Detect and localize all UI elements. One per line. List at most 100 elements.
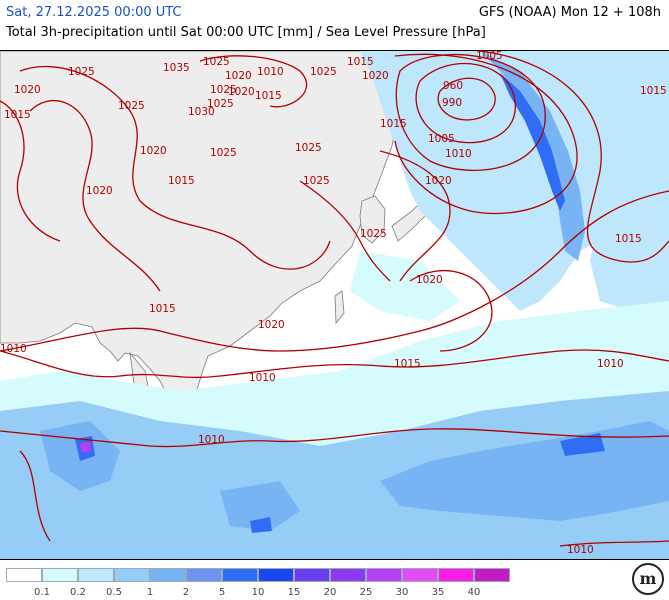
isobar-label: 1025 — [118, 100, 145, 112]
isobar-label: 1020 — [140, 145, 167, 157]
legend-swatch — [402, 568, 438, 582]
isobar-label: 1025 — [303, 175, 330, 187]
legend-level-label: 10 — [251, 587, 265, 598]
legend-swatch — [150, 568, 186, 582]
precip-pacific-band-max — [500, 73, 565, 211]
isobar-label: 1025 — [207, 98, 234, 110]
isobar-1025-siberia — [19, 66, 331, 270]
legend-level-label: 15 — [287, 587, 301, 598]
legend-level-label: 1 — [146, 587, 154, 598]
isobar-1010-south — [19, 450, 669, 547]
legend-swatch — [6, 568, 42, 582]
model-run: GFS (NOAA) Mon 12 + 108h — [478, 5, 661, 20]
isobar-label: 1020 — [14, 84, 41, 96]
isobar-label: 990 — [442, 97, 462, 109]
isobar-label: 1025 — [210, 147, 237, 159]
isobar-label: 1010 — [567, 544, 594, 556]
isobar-label: 1025 — [68, 66, 95, 78]
isobar-cyclone-1005 — [395, 54, 546, 171]
isobar-1010-north — [199, 55, 308, 108]
isobar-1015-west — [0, 100, 61, 242]
isobar-label: 1020 — [416, 274, 443, 286]
legend-swatch — [366, 568, 402, 582]
precip-tropics-mid — [0, 391, 669, 559]
legend-level-label: 35 — [431, 587, 445, 598]
forecast-date: Sat, 27.12.2025 00:00 UTC — [6, 5, 182, 20]
isobar-label: 1010 — [597, 358, 624, 370]
legend-swatch — [294, 568, 330, 582]
legend-level-label: 40 — [467, 587, 481, 598]
isobar-label: 1025 — [360, 228, 387, 240]
legend-level-label: 30 — [395, 587, 409, 598]
legend-swatch — [474, 568, 510, 582]
isobar-label: 1020 — [225, 70, 252, 82]
isobar-1020-east-china — [379, 150, 451, 282]
isobar-1015-pacific — [479, 51, 669, 263]
korea — [359, 195, 386, 244]
isobar-1025-coast — [299, 180, 391, 282]
isobar-label: 1010 — [445, 148, 472, 160]
isobar-label: 1035 — [163, 62, 190, 74]
isobar-label: 1005 — [428, 133, 455, 145]
isobar-label: 1015 — [347, 56, 374, 68]
legend-swatch — [78, 568, 114, 582]
isobar-label: 1005 — [476, 51, 503, 62]
isobar-1020-tibet — [29, 100, 161, 292]
isobar-cyclone-960 — [437, 77, 496, 121]
isobar-label: 1025 — [295, 142, 322, 154]
map-header: Sat, 27.12.2025 00:00 UTC GFS (NOAA) Mon… — [0, 0, 669, 50]
legend-swatch — [114, 568, 150, 582]
legend-swatch — [258, 568, 294, 582]
isobar-label: 1025 — [310, 66, 337, 78]
isobar-1010-subtropics — [0, 349, 669, 379]
legend-swatch — [222, 568, 258, 582]
isobar-cyclone-990 — [415, 62, 516, 144]
precip-pacific-band-core — [480, 51, 585, 261]
meteologix-logo: m — [632, 563, 664, 595]
isobar-label: 1010 — [0, 343, 27, 355]
isobar-1010-equator — [0, 428, 669, 448]
isobar-label: 1030 — [188, 106, 215, 118]
legend-swatch — [330, 568, 366, 582]
isobar-label: 1015 — [149, 303, 176, 315]
isobar-label: 1010 — [249, 372, 276, 384]
isobar-1010-pacific — [394, 53, 578, 215]
isobar-label: 1015 — [255, 90, 282, 102]
isobar-label: 1015 — [168, 175, 195, 187]
map-canvas: 1020 1025 1035 1025 1020 1010 1025 1015 … — [0, 51, 669, 559]
legend-swatch — [186, 568, 222, 582]
map-description: Total 3h-precipitation until Sat 00:00 U… — [6, 25, 486, 40]
precip-tropics-max — [80, 442, 91, 453]
legend-level-label: 0.5 — [106, 587, 122, 598]
legend-swatch — [438, 568, 474, 582]
taiwan — [334, 290, 345, 325]
legend-level-label: 20 — [323, 587, 337, 598]
isobar-label: 1020 — [425, 175, 452, 187]
isobar-label: 1015 — [640, 85, 667, 97]
weather-map[interactable]: 1020 1025 1035 1025 1020 1010 1025 1015 … — [0, 50, 669, 560]
isobar-label: 1015 — [615, 233, 642, 245]
legend-level-label: 5 — [218, 587, 226, 598]
isobar-label: 1015 — [394, 358, 421, 370]
isobar-label: 1015 — [380, 118, 407, 130]
isobar-label: 1025 — [203, 56, 230, 68]
isobar-label: 960 — [443, 80, 463, 92]
precip-east-pacific — [590, 61, 669, 311]
isobar-label: 1020 — [258, 319, 285, 331]
isobar-label: 1010 — [257, 66, 284, 78]
asia-mainland — [0, 51, 399, 412]
isobar-label: 1020 — [228, 86, 255, 98]
precip-tropics-strong — [40, 421, 669, 531]
precipitation — [0, 51, 669, 559]
isobar-labels: 1020 1025 1035 1025 1020 1010 1025 1015 … — [0, 51, 667, 556]
isobar-label: 1020 — [362, 70, 389, 82]
isobar-label: 1015 — [4, 109, 31, 121]
isobar-1020-pacific — [409, 269, 493, 352]
legend-level-label: 0.2 — [70, 587, 86, 598]
legend-level-label: 0.1 — [34, 587, 50, 598]
legend-swatch — [42, 568, 78, 582]
legend-level-label: 2 — [182, 587, 190, 598]
isobar-lines — [0, 51, 669, 547]
isobar-label: 1020 — [86, 185, 113, 197]
legend-level-label: 25 — [359, 587, 373, 598]
